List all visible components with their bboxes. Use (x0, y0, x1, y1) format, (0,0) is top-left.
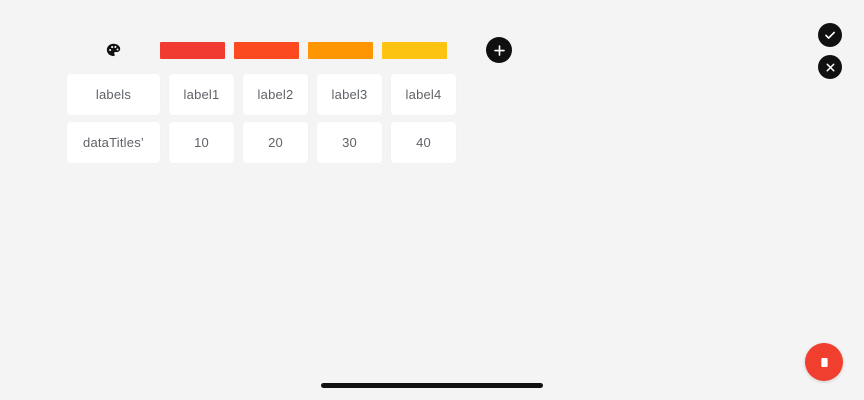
row-header-cell[interactable]: dataTitles’ (67, 122, 160, 163)
home-indicator (321, 383, 543, 388)
table-cell[interactable]: label4 (391, 74, 456, 115)
color-swatch-row (67, 33, 512, 67)
color-swatch[interactable] (308, 41, 373, 59)
side-controls (818, 23, 842, 79)
table-cell[interactable]: label1 (169, 74, 234, 115)
cancel-button[interactable] (818, 55, 842, 79)
plus-icon (493, 44, 505, 56)
row-header-cell[interactable]: labels (67, 74, 160, 115)
confirm-button[interactable] (818, 23, 842, 47)
table-cell[interactable]: 30 (317, 122, 382, 163)
table-cell[interactable]: 40 (391, 122, 456, 163)
delete-button[interactable] (805, 343, 843, 381)
palette-button[interactable] (67, 42, 160, 59)
palette-icon (106, 43, 121, 56)
check-circle-icon (825, 31, 836, 39)
table-cell[interactable]: label2 (243, 74, 308, 115)
data-table-editor: labels label1 label2 label3 label4 dataT… (67, 33, 512, 163)
color-swatch[interactable] (234, 41, 299, 59)
table-row: dataTitles’ 10 20 30 40 (67, 122, 512, 163)
table-cell[interactable]: 10 (169, 122, 234, 163)
color-swatch[interactable] (160, 41, 225, 59)
add-column-button[interactable] (486, 37, 512, 63)
table-cell[interactable]: label3 (317, 74, 382, 115)
trash-icon (820, 357, 828, 367)
close-circle-icon (825, 62, 835, 72)
table-cell[interactable]: 20 (243, 122, 308, 163)
table-row: labels label1 label2 label3 label4 (67, 74, 512, 115)
color-swatch[interactable] (382, 41, 447, 59)
